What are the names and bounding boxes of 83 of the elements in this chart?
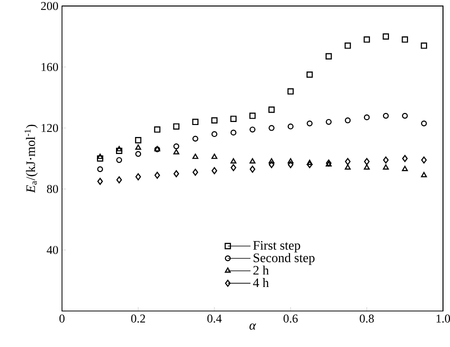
point — [344, 164, 351, 170]
point — [268, 106, 275, 113]
point — [97, 154, 104, 159]
point — [326, 118, 332, 125]
point — [250, 166, 256, 173]
point — [230, 130, 236, 136]
x-tick-label: 0 — [59, 314, 65, 323]
point — [421, 156, 427, 164]
point — [306, 160, 313, 166]
point — [154, 126, 160, 133]
point — [135, 137, 142, 144]
point — [230, 158, 236, 164]
point — [135, 150, 142, 157]
point — [382, 164, 389, 170]
point — [212, 167, 218, 174]
x-tick-label: 1.0 — [436, 314, 450, 323]
point — [382, 112, 389, 119]
point — [402, 36, 408, 43]
x-tick-label: 0.2 — [131, 314, 146, 323]
point — [326, 53, 332, 60]
point — [211, 154, 218, 159]
y-tick-label: 160 — [42, 62, 58, 72]
point — [344, 158, 351, 166]
y-axis-title: E$_{a}$/(kJ·mol$^{-1}$) — [24, 124, 38, 193]
legend-label: First step — [253, 241, 300, 252]
point — [306, 161, 312, 168]
point — [344, 42, 351, 49]
legend-label: 4 h — [253, 278, 269, 288]
point — [97, 166, 104, 172]
point — [192, 168, 198, 176]
point — [192, 136, 198, 142]
point — [173, 123, 180, 130]
point — [249, 112, 256, 119]
point — [268, 161, 274, 168]
point — [96, 155, 104, 162]
point — [402, 154, 408, 162]
point — [288, 124, 294, 130]
point — [421, 120, 427, 126]
x-tick-label: 0.4 — [207, 314, 222, 323]
point — [211, 131, 218, 138]
point — [287, 88, 294, 95]
point — [173, 143, 180, 150]
point — [116, 146, 122, 152]
point — [402, 166, 408, 172]
point — [192, 154, 198, 159]
x-tick-label: 0.8 — [360, 314, 374, 323]
point — [268, 125, 274, 131]
point — [211, 117, 218, 124]
point — [306, 71, 313, 78]
point — [383, 156, 389, 164]
point — [364, 36, 370, 43]
point — [288, 161, 294, 168]
point — [250, 126, 256, 132]
point — [135, 144, 142, 150]
point — [250, 158, 256, 164]
point — [174, 170, 180, 178]
point — [420, 42, 428, 49]
point — [382, 33, 389, 40]
y-tick-label: 40 — [46, 246, 58, 254]
point — [173, 149, 180, 154]
point — [364, 158, 370, 166]
point — [306, 120, 313, 126]
point — [230, 164, 236, 172]
legend-label: Second step — [254, 253, 315, 265]
y-tick-label: 120 — [42, 124, 58, 132]
point — [364, 164, 370, 170]
y-tick-label: 200 — [41, 2, 58, 10]
point — [230, 116, 237, 122]
point — [402, 112, 408, 119]
point — [97, 178, 103, 185]
x-axis-title: α — [249, 324, 256, 330]
point — [364, 114, 370, 120]
point — [135, 173, 141, 180]
point — [116, 176, 122, 184]
y-tick-label: 80 — [46, 184, 58, 194]
point — [116, 157, 122, 163]
point — [192, 118, 198, 126]
legend-label: 2 h — [253, 266, 269, 275]
point — [420, 172, 427, 178]
point — [344, 117, 351, 124]
x-tick-label: 0.6 — [284, 314, 298, 323]
point — [154, 172, 160, 179]
point — [116, 148, 122, 154]
